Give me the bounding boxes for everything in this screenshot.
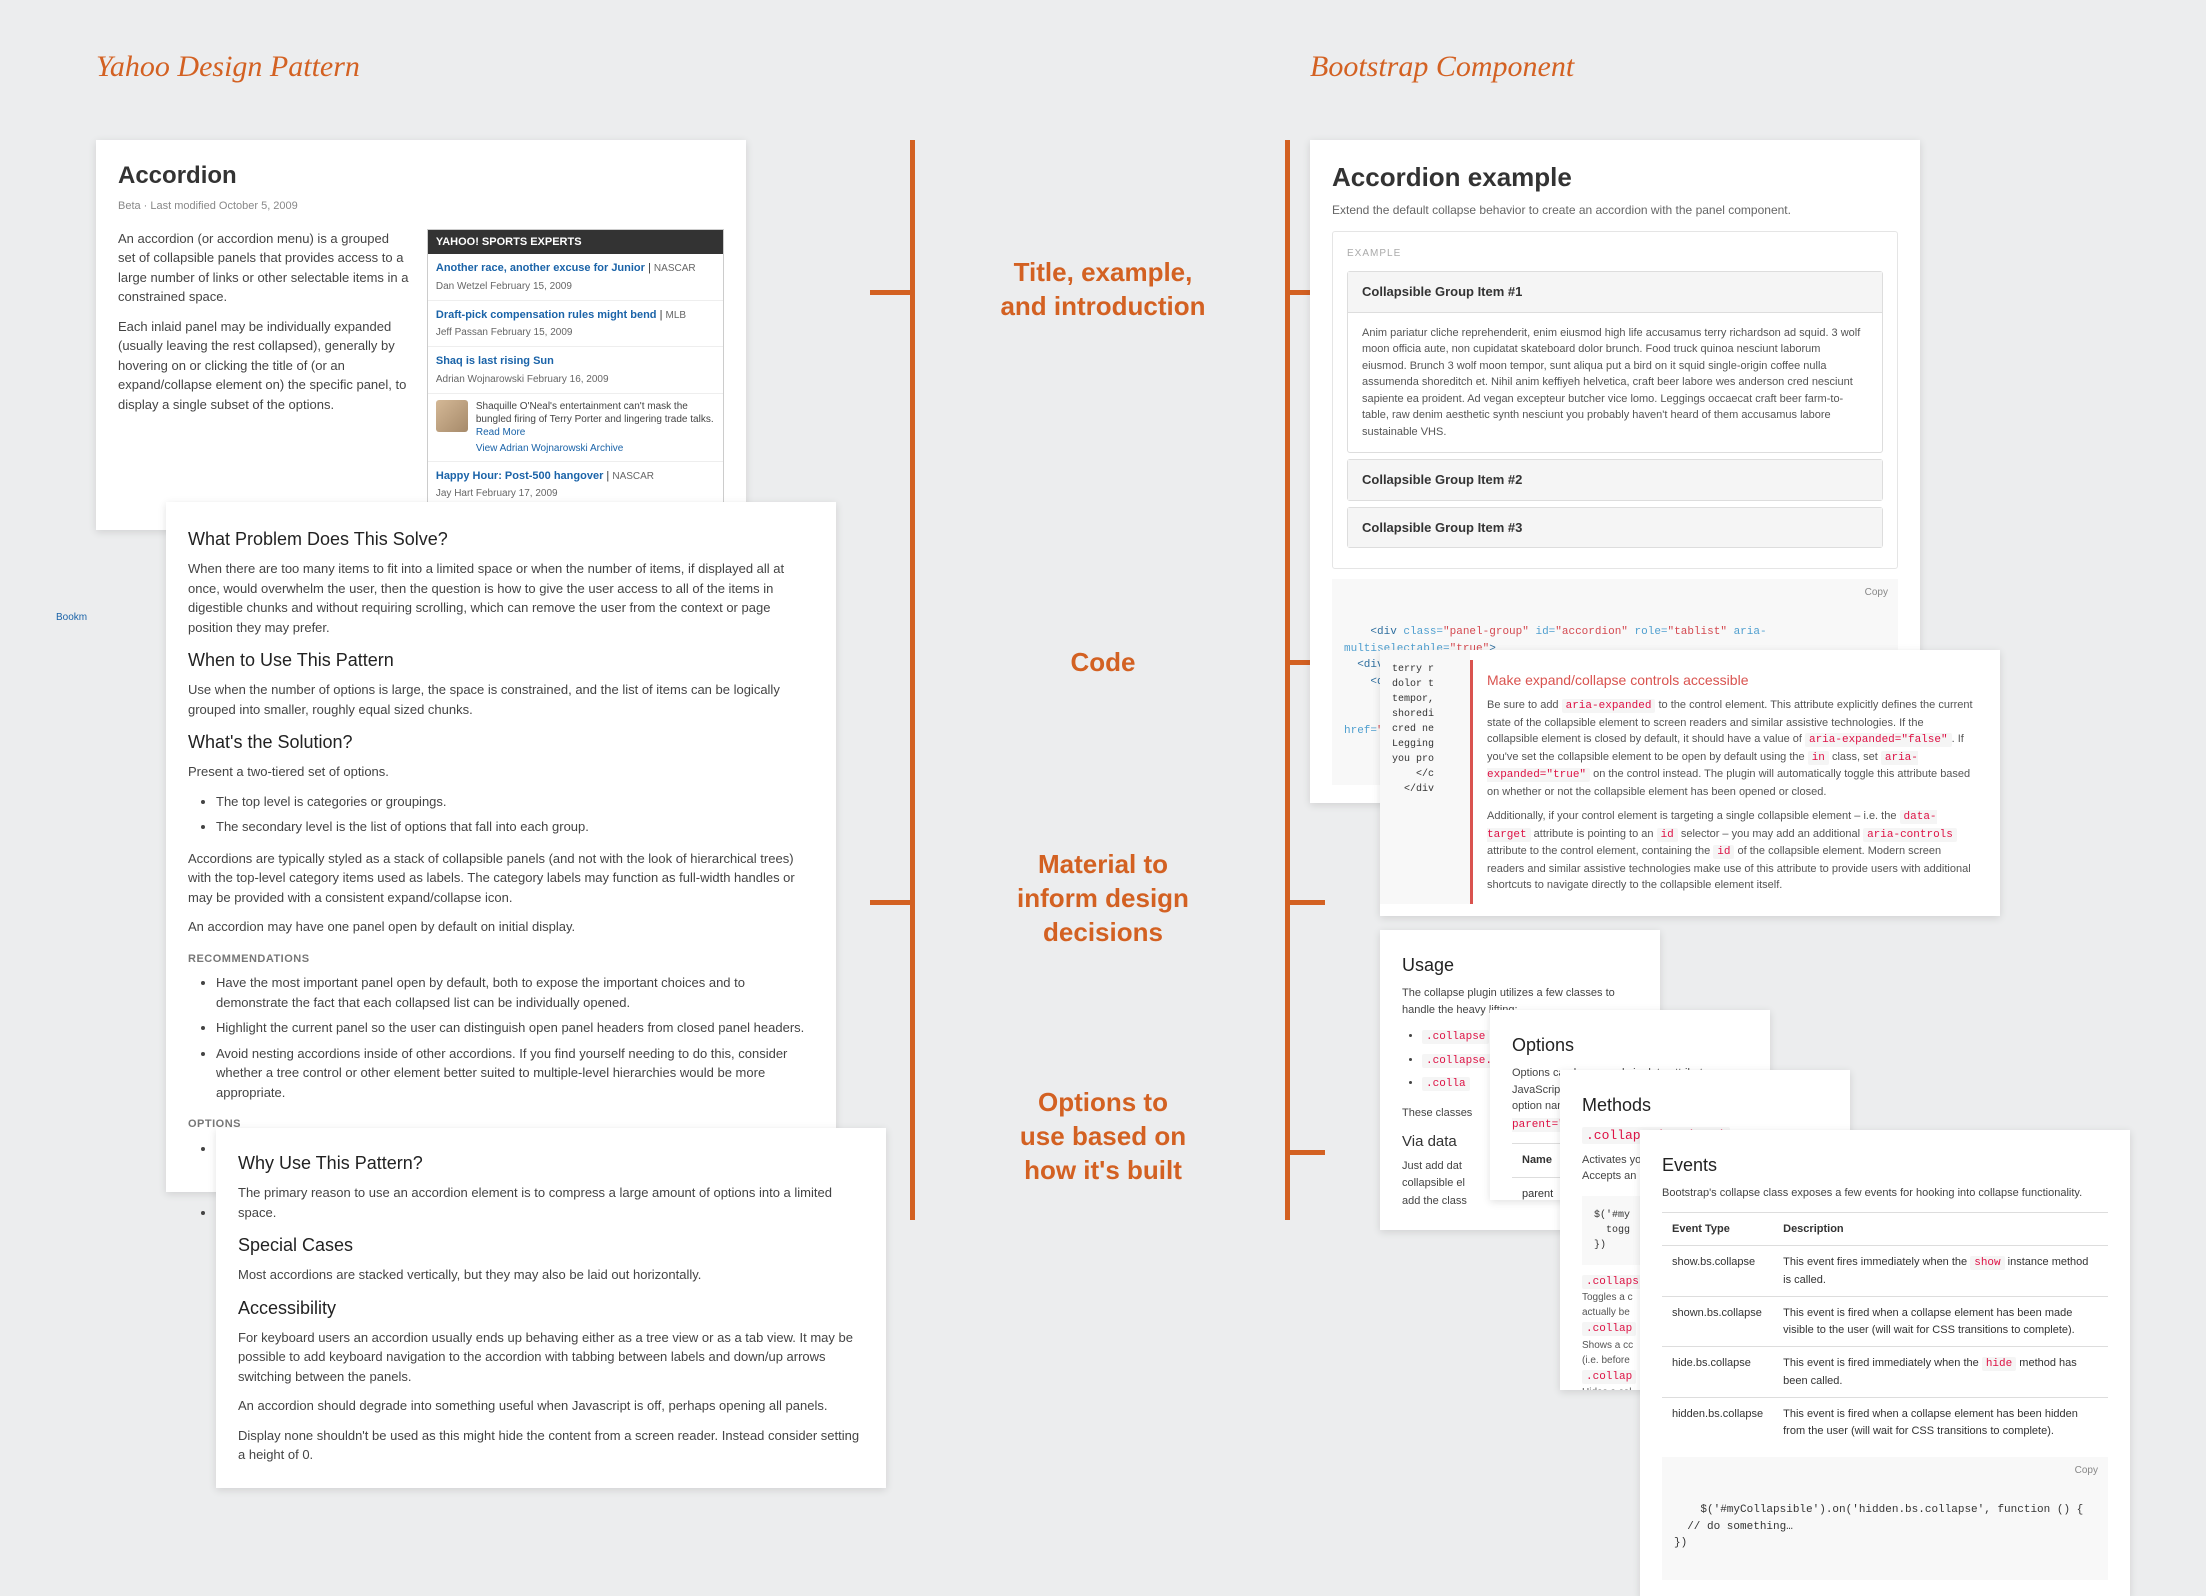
row-link[interactable]: Shaq is last rising Sun <box>436 355 554 367</box>
row-byline: Dan Wetzel February 15, 2009 <box>436 279 715 294</box>
center-label-line: use based on <box>893 1120 1313 1154</box>
center-label-line: decisions <box>893 916 1313 950</box>
events-table: Event Type Description show.bs.collapse … <box>1662 1212 2108 1448</box>
copy-button[interactable]: Copy <box>1865 585 1888 600</box>
table-row: show.bs.collapse This event fires immedi… <box>1662 1246 2108 1297</box>
center-label-2: Code <box>893 646 1313 680</box>
text-acc1: For keyboard users an accordion usually … <box>238 1328 864 1387</box>
text-problem: When there are too many items to fit int… <box>188 559 814 637</box>
list-item: The top level is categories or groupings… <box>216 792 814 812</box>
yahoo-panel-why: Why Use This Pattern? The primary reason… <box>216 1128 886 1488</box>
center-label-line: and introduction <box>893 290 1313 324</box>
usage-title: Usage <box>1402 952 1638 979</box>
events-sub: Bootstrap's collapse class exposes a few… <box>1662 1185 2108 1202</box>
row-link[interactable]: Another race, another excuse for Junior <box>436 262 645 274</box>
archive-link[interactable]: View Adrian Wojnarowski Archive <box>476 442 715 455</box>
bs-example: EXAMPLE Collapsible Group Item #1 Anim p… <box>1332 231 1898 569</box>
col-description: Description <box>1773 1212 2108 1246</box>
text-acc3: Display none shouldn't be used as this m… <box>238 1426 864 1465</box>
accordion-item: Collapsible Group Item #2 <box>1347 459 1883 501</box>
text-sol-p3: An accordion may have one panel open by … <box>188 917 814 937</box>
heading-problem: What Problem Does This Solve? <box>188 526 814 553</box>
bookmark-label: Bookm <box>56 610 87 625</box>
read-more-link[interactable]: Read More <box>476 427 525 438</box>
yahoo-panel-intro: Bookm Accordion Beta · Last modified Oct… <box>96 140 746 530</box>
text-sol-p2: Accordions are typically styled as a sta… <box>188 849 814 908</box>
heading-special: Special Cases <box>238 1232 864 1259</box>
table-row: hidden.bs.collapse This event is fired w… <box>1662 1398 2108 1448</box>
yahoo-widget-head: YAHOO! SPORTS EXPERTS <box>428 230 723 255</box>
list-item: Have the most important panel open by de… <box>216 973 814 1012</box>
center-label-4: Options to use based on how it's built <box>893 1086 1313 1187</box>
yahoo-feature: Shaquille O'Neal's entertainment can't m… <box>428 394 723 462</box>
row-link[interactable]: Draft-pick compensation rules might bend <box>436 309 657 321</box>
center-label-line: Material to <box>893 848 1313 882</box>
yahoo-widget-row[interactable]: Another race, another excuse for Junior … <box>428 254 723 301</box>
accordion-item: Collapsible Group Item #1 Anim pariatur … <box>1347 271 1883 453</box>
heading-when: When to Use This Pattern <box>188 647 814 674</box>
accordion-header[interactable]: Collapsible Group Item #2 <box>1348 460 1882 500</box>
text-sol-intro: Present a two-tiered set of options. <box>188 762 814 782</box>
yahoo-widget: YAHOO! SPORTS EXPERTS Another race, anot… <box>427 229 724 510</box>
bootstrap-panel-callout: terry r dolor t tempor, shoredi cred ne … <box>1380 650 2000 916</box>
accordion-header[interactable]: Collapsible Group Item #1 <box>1348 272 1882 313</box>
bootstrap-panel-events: Events Bootstrap's collapse class expose… <box>1640 1130 2130 1596</box>
row-byline: Adrian Wojnarowski February 16, 2009 <box>436 372 715 387</box>
center-label-1: Title, example, and introduction <box>893 256 1313 324</box>
bs-title: Accordion example <box>1332 158 1898 197</box>
accessibility-callout: Make expand/collapse controls accessible… <box>1470 660 1988 904</box>
row-link[interactable]: Happy Hour: Post-500 hangover <box>436 470 603 482</box>
row-byline: Jeff Passan February 15, 2009 <box>436 325 715 340</box>
label-yahoo: Yahoo Design Pattern <box>96 50 360 84</box>
center-label-line: inform design <box>893 882 1313 916</box>
center-label-line: how it's built <box>893 1154 1313 1188</box>
yahoo-title: Accordion <box>118 158 724 194</box>
callout-title: Make expand/collapse controls accessible <box>1487 670 1974 691</box>
copy-button[interactable]: Copy <box>2075 1463 2098 1478</box>
center-label-line: Title, example, <box>893 256 1313 290</box>
text-special: Most accordions are stacked vertically, … <box>238 1265 864 1285</box>
events-code: Copy $('#myCollapsible').on('hidden.bs.c… <box>1662 1457 2108 1580</box>
callout-p1: Be sure to add aria-expanded to the cont… <box>1487 697 1974 800</box>
heading-solution: What's the Solution? <box>188 729 814 756</box>
text-acc2: An accordion should degrade into somethi… <box>238 1396 864 1416</box>
feature-text: Shaquille O'Neal's entertainment can't m… <box>476 401 714 425</box>
row-byline: Jay Hart February 17, 2009 <box>436 486 715 501</box>
table-row: shown.bs.collapse This event is fired wh… <box>1662 1297 2108 1347</box>
text-why: The primary reason to use an accordion e… <box>238 1183 864 1222</box>
options-title: Options <box>1512 1032 1748 1059</box>
center-label-line: Code <box>893 646 1313 680</box>
events-title: Events <box>1662 1152 2108 1179</box>
label-recommendations: RECOMMENDATIONS <box>188 951 814 968</box>
table-row: hide.bs.collapse This event is fired imm… <box>1662 1347 2108 1398</box>
heading-accessibility: Accessibility <box>238 1295 864 1322</box>
yahoo-widget-row[interactable]: Shaq is last rising Sun Adrian Wojnarows… <box>428 347 723 394</box>
list-item: The secondary level is the list of optio… <box>216 817 814 837</box>
accordion-body: Anim pariatur cliche reprehenderit, enim… <box>1348 313 1882 453</box>
list-item: Highlight the current panel so the user … <box>216 1018 814 1038</box>
yahoo-panel-problem: What Problem Does This Solve? When there… <box>166 502 836 1192</box>
yahoo-meta: Beta · Last modified October 5, 2009 <box>118 198 724 215</box>
methods-title: Methods <box>1582 1092 1828 1119</box>
list-item: Avoid nesting accordions inside of other… <box>216 1044 814 1103</box>
recs-list: Have the most important panel open by de… <box>216 973 814 1102</box>
center-label-3: Material to inform design decisions <box>893 848 1313 949</box>
accordion-item: Collapsible Group Item #3 <box>1347 507 1883 549</box>
center-label-line: Options to <box>893 1086 1313 1120</box>
bs-subtitle: Extend the default collapse behavior to … <box>1332 201 1898 219</box>
heading-why: Why Use This Pattern? <box>238 1150 864 1177</box>
label-bootstrap: Bootstrap Component <box>1310 50 1574 84</box>
yahoo-intro-p2: Each inlaid panel may be individually ex… <box>118 317 409 415</box>
avatar <box>436 400 468 432</box>
text-when: Use when the number of options is large,… <box>188 680 814 719</box>
callout-p2: Additionally, if your control element is… <box>1487 808 1974 894</box>
accordion-header[interactable]: Collapsible Group Item #3 <box>1348 508 1882 548</box>
yahoo-widget-row[interactable]: Draft-pick compensation rules might bend… <box>428 301 723 348</box>
yahoo-intro-p1: An accordion (or accordion menu) is a gr… <box>118 229 409 307</box>
solution-list: The top level is categories or groupings… <box>216 792 814 837</box>
example-label: EXAMPLE <box>1347 246 1883 261</box>
col-event-type: Event Type <box>1662 1212 1773 1246</box>
code-sliver: terry r dolor t tempor, shoredi cred ne … <box>1380 650 1470 904</box>
